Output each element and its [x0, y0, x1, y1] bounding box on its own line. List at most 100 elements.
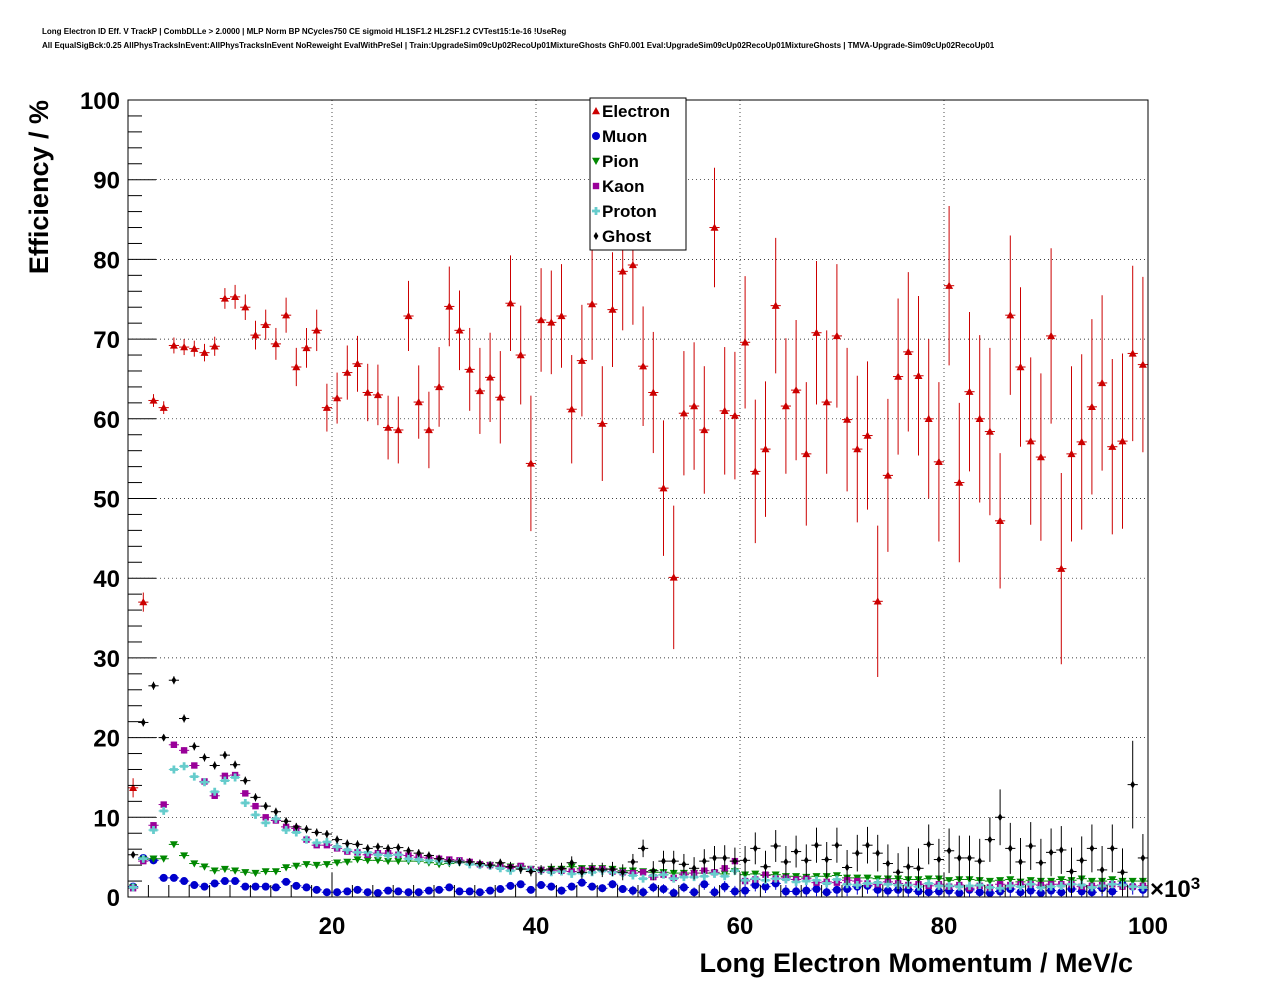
data-point [1028, 841, 1034, 850]
data-point [322, 403, 331, 411]
data-point [486, 886, 495, 895]
data-point [832, 885, 841, 894]
data-point [741, 338, 750, 346]
data-point [487, 861, 493, 870]
y-tick-label: 80 [93, 247, 120, 274]
data-point [863, 431, 872, 439]
data-point [200, 778, 209, 787]
data-point [741, 886, 750, 895]
data-point [190, 860, 199, 868]
data-point [231, 773, 240, 782]
data-point [1098, 378, 1107, 387]
data-point [812, 885, 821, 894]
data-point [598, 884, 607, 893]
data-point [404, 888, 413, 897]
data-point [873, 885, 882, 894]
data-point [261, 882, 270, 891]
data-point [251, 882, 260, 891]
data-point [751, 881, 760, 890]
data-point [996, 884, 1005, 893]
legend-label-ghost: Ghost [602, 227, 651, 246]
data-point [261, 818, 270, 827]
data-point [384, 886, 393, 895]
y-tick-label: 60 [93, 407, 120, 434]
data-point [180, 343, 189, 351]
data-point [985, 877, 994, 886]
data-point [190, 344, 199, 352]
data-point [965, 881, 974, 890]
data-point [812, 876, 821, 885]
data-point [924, 875, 933, 883]
data-point [822, 879, 831, 888]
data-point [180, 747, 188, 754]
data-point [690, 888, 699, 897]
data-point [333, 394, 342, 402]
data-point [1006, 311, 1015, 319]
data-point [170, 741, 178, 748]
data-point [924, 414, 933, 422]
legend-marker-ghost [593, 232, 599, 240]
data-point [159, 873, 168, 882]
data-point [814, 841, 819, 850]
data-point [1057, 888, 1066, 897]
data-point [467, 857, 473, 866]
data-point [946, 846, 952, 855]
data-point [730, 411, 739, 419]
data-point [312, 885, 321, 894]
data-point [424, 886, 433, 895]
data-point [1016, 362, 1025, 371]
data-point [261, 320, 270, 328]
data-point [1079, 856, 1085, 865]
data-point [710, 888, 719, 897]
data-point [191, 742, 197, 751]
data-point [149, 855, 158, 863]
data-point [528, 867, 534, 876]
data-point [242, 790, 249, 797]
data-point [292, 828, 301, 837]
data-point [792, 877, 801, 886]
data-point [253, 793, 258, 802]
y-tick-label: 100 [80, 88, 120, 115]
data-point [628, 260, 637, 269]
data-point [130, 850, 136, 859]
data-point [404, 854, 413, 863]
data-point [149, 826, 158, 835]
data-point [424, 425, 433, 434]
data-point [773, 841, 779, 850]
data-point [384, 851, 393, 860]
data-point [241, 869, 250, 877]
data-point [404, 311, 413, 320]
data-point [344, 839, 350, 848]
data-point [435, 885, 444, 894]
data-point [975, 888, 984, 897]
data-point [242, 776, 248, 785]
data-point [212, 761, 218, 770]
data-point [1128, 877, 1137, 886]
y-axis-label: Efficiency / % [24, 100, 54, 274]
data-point [202, 753, 207, 762]
data-point [1047, 882, 1056, 891]
data-point [497, 858, 503, 867]
data-point [936, 855, 942, 864]
data-point [741, 871, 750, 879]
data-point [496, 393, 505, 401]
series-pion [128, 841, 1148, 892]
data-point [373, 889, 382, 898]
data-point [414, 888, 423, 897]
data-point [169, 841, 178, 849]
data-point [220, 877, 229, 886]
data-point [465, 887, 474, 896]
data-point [875, 849, 881, 858]
data-point [975, 414, 984, 422]
data-point [435, 382, 444, 391]
data-point [169, 765, 178, 774]
data-point [700, 880, 709, 889]
data-point [671, 857, 677, 866]
series-kaon [128, 741, 1148, 892]
data-point [802, 886, 811, 895]
data-point [720, 406, 729, 415]
x-multiplier-exponent: 3 [1191, 874, 1200, 893]
data-point [1007, 844, 1013, 853]
data-point [221, 772, 229, 780]
data-point [353, 848, 362, 857]
